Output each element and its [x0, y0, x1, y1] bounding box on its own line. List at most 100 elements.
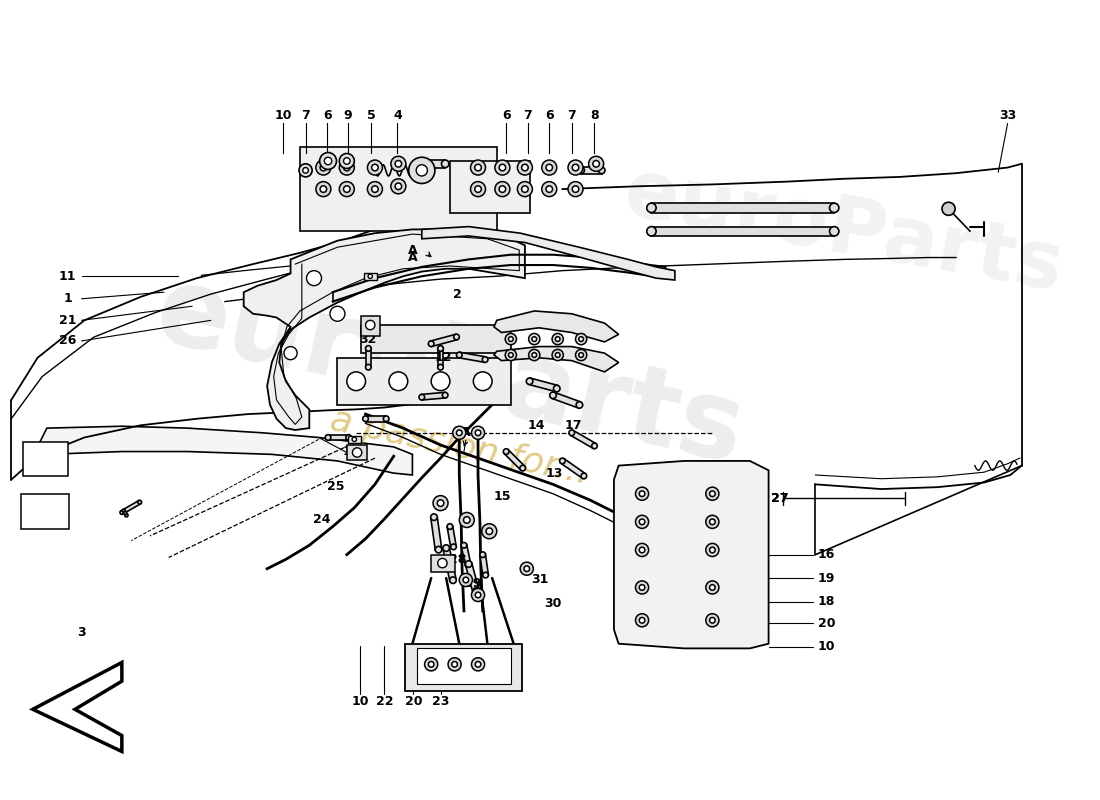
Bar: [417, 648, 510, 684]
Text: 32: 32: [360, 333, 377, 346]
Polygon shape: [365, 416, 386, 422]
Circle shape: [475, 430, 481, 436]
Text: 12: 12: [434, 351, 452, 364]
Bar: [450, 161, 529, 213]
Polygon shape: [438, 349, 443, 367]
Circle shape: [568, 160, 583, 175]
Circle shape: [553, 386, 560, 392]
Circle shape: [560, 458, 565, 464]
Circle shape: [475, 186, 482, 192]
Circle shape: [352, 448, 362, 457]
Circle shape: [552, 350, 563, 361]
Circle shape: [710, 618, 715, 623]
Text: 28: 28: [449, 553, 466, 566]
Circle shape: [453, 334, 460, 340]
Circle shape: [598, 167, 605, 174]
Text: 29: 29: [464, 578, 481, 590]
Circle shape: [465, 561, 472, 567]
Text: 10: 10: [351, 695, 369, 708]
Polygon shape: [459, 352, 485, 362]
Circle shape: [448, 658, 461, 671]
Circle shape: [471, 160, 485, 175]
Circle shape: [365, 346, 371, 351]
Text: 6: 6: [502, 110, 510, 122]
Circle shape: [524, 566, 529, 571]
Circle shape: [339, 182, 354, 197]
Text: 17: 17: [565, 419, 582, 432]
Polygon shape: [571, 430, 596, 448]
Polygon shape: [494, 311, 618, 342]
Circle shape: [639, 618, 645, 623]
Text: 14: 14: [527, 419, 544, 432]
Text: 7: 7: [301, 110, 310, 122]
Circle shape: [416, 165, 428, 176]
Text: 3: 3: [77, 626, 86, 639]
Circle shape: [367, 182, 383, 197]
Circle shape: [330, 306, 345, 322]
Circle shape: [636, 614, 649, 627]
Circle shape: [579, 337, 583, 342]
Text: 4: 4: [393, 110, 402, 122]
Circle shape: [345, 434, 352, 440]
Text: 15: 15: [494, 490, 512, 503]
Text: 2: 2: [453, 287, 462, 301]
Polygon shape: [33, 662, 122, 751]
Circle shape: [365, 320, 375, 330]
Text: 7: 7: [524, 110, 532, 122]
Circle shape: [346, 372, 365, 390]
Circle shape: [575, 334, 586, 345]
Circle shape: [339, 154, 354, 169]
Circle shape: [572, 186, 579, 192]
Polygon shape: [443, 547, 456, 581]
Circle shape: [461, 542, 466, 548]
Text: 22: 22: [375, 695, 393, 708]
Circle shape: [647, 226, 656, 236]
Circle shape: [438, 500, 443, 506]
Circle shape: [460, 513, 474, 527]
Polygon shape: [651, 203, 834, 213]
Circle shape: [451, 544, 456, 550]
Circle shape: [343, 186, 350, 192]
Circle shape: [499, 164, 506, 171]
Polygon shape: [365, 349, 371, 367]
Circle shape: [471, 182, 485, 197]
Circle shape: [363, 416, 368, 422]
Circle shape: [450, 577, 456, 583]
Circle shape: [456, 430, 462, 436]
Circle shape: [569, 430, 574, 436]
Text: 21: 21: [58, 314, 76, 327]
Text: A: A: [461, 426, 471, 439]
Bar: [21, 494, 69, 530]
Circle shape: [542, 160, 557, 175]
Circle shape: [499, 186, 506, 192]
Polygon shape: [552, 392, 581, 408]
Circle shape: [546, 186, 552, 192]
Circle shape: [550, 392, 557, 398]
Bar: [300, 147, 497, 231]
Circle shape: [438, 364, 443, 370]
Circle shape: [556, 353, 560, 358]
Polygon shape: [417, 160, 446, 167]
Circle shape: [120, 510, 123, 514]
Polygon shape: [461, 545, 471, 566]
Circle shape: [508, 337, 514, 342]
Circle shape: [475, 662, 481, 667]
Circle shape: [431, 372, 450, 390]
Polygon shape: [561, 458, 585, 478]
Polygon shape: [328, 434, 349, 440]
Text: 27: 27: [771, 492, 789, 505]
Circle shape: [942, 202, 955, 215]
Circle shape: [636, 543, 649, 557]
Circle shape: [520, 466, 526, 471]
Circle shape: [529, 334, 540, 345]
Circle shape: [520, 562, 534, 575]
Circle shape: [425, 658, 438, 671]
Polygon shape: [348, 436, 361, 442]
Circle shape: [710, 585, 715, 590]
Circle shape: [368, 274, 373, 278]
Circle shape: [475, 164, 482, 171]
Circle shape: [588, 156, 604, 171]
Polygon shape: [529, 378, 558, 392]
Circle shape: [636, 515, 649, 529]
Circle shape: [706, 515, 719, 529]
